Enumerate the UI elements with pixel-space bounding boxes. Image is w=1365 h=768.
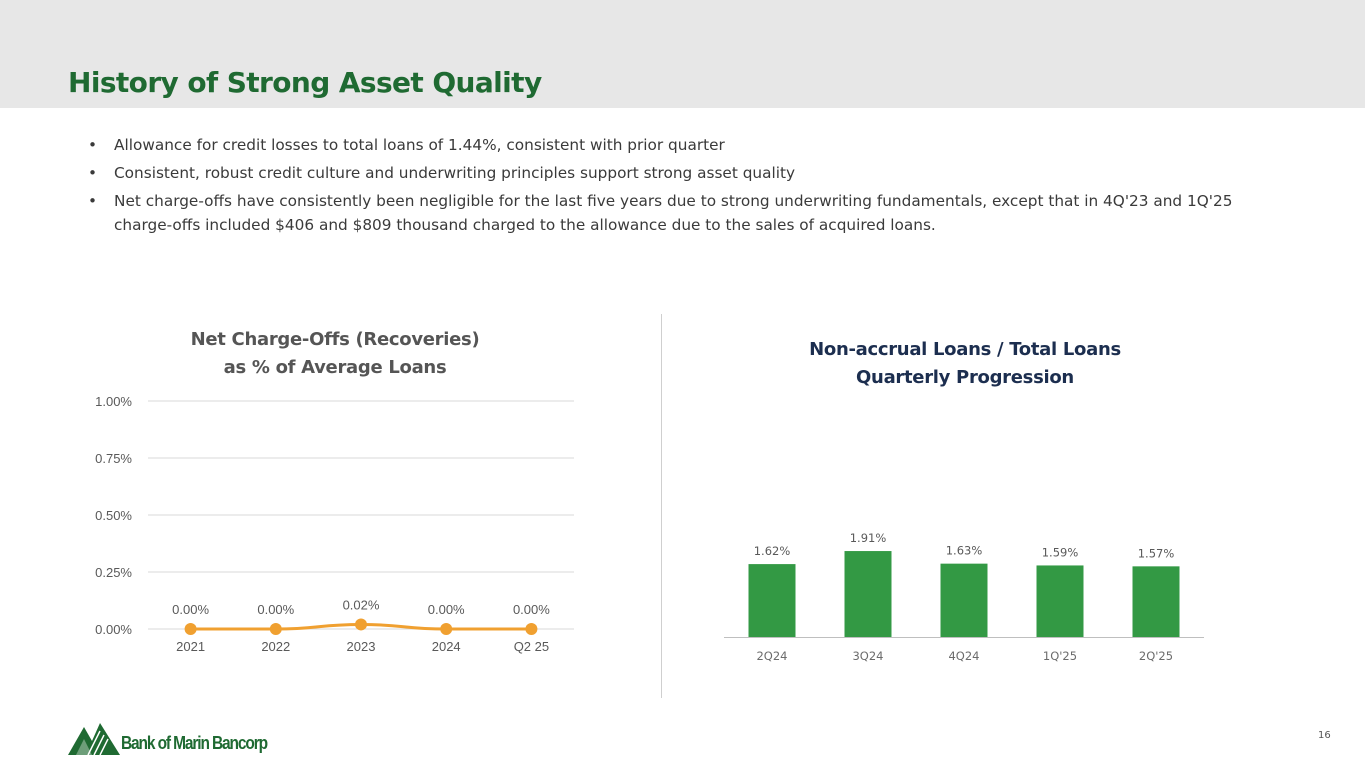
bank-logo: Bank of Marin Bancorp	[66, 719, 286, 759]
chart-title-line: as % of Average Loans	[223, 357, 447, 378]
x-tick-label: 1Q'25	[1043, 649, 1077, 663]
chart-title-line: Non-accrual Loans / Total Loans	[809, 339, 1121, 360]
bar	[748, 564, 796, 637]
data-label: 1.59%	[1042, 545, 1079, 559]
data-label: 1.63%	[946, 544, 983, 558]
data-label: 0.00%	[428, 602, 465, 617]
page-title: History of Strong Asset Quality	[68, 66, 542, 99]
bar	[1132, 566, 1180, 637]
net-chargeoffs-chart-title: Net Charge-Offs (Recoveries) as % of Ave…	[130, 326, 540, 382]
y-tick-label: 0.75%	[95, 451, 132, 466]
bullet-item: Net charge-offs have consistently been n…	[88, 189, 1248, 237]
data-label: 1.57%	[1138, 546, 1175, 560]
x-tick-label: 2Q24	[756, 649, 787, 663]
bar	[844, 551, 892, 637]
mountain-trees-logo-icon	[68, 723, 120, 756]
nonaccrual-chart-title: Non-accrual Loans / Total Loans Quarterl…	[745, 336, 1185, 392]
data-label: 0.00%	[513, 602, 550, 617]
y-tick-label: 1.00%	[95, 394, 132, 409]
data-point	[269, 623, 282, 635]
x-tick-label: 2Q'25	[1139, 649, 1173, 663]
x-tick-label: 2021	[176, 639, 205, 654]
page-number: 16	[1318, 730, 1331, 741]
x-tick-label: 2024	[432, 639, 461, 654]
x-tick-label: Q2 25	[514, 639, 549, 654]
bar	[940, 563, 988, 637]
bullet-item: Allowance for credit losses to total loa…	[88, 133, 1248, 157]
data-point	[355, 618, 367, 631]
logo-text: Bank of Marin Bancorp	[121, 733, 268, 753]
data-label: 1.91%	[850, 531, 887, 545]
data-point	[184, 623, 197, 635]
data-label: 0.00%	[257, 602, 294, 617]
bullet-list: Allowance for credit losses to total loa…	[88, 133, 1248, 241]
bar	[1036, 565, 1084, 637]
chart-title-line: Quarterly Progression	[856, 367, 1074, 388]
data-label: 0.02%	[343, 597, 380, 612]
x-tick-label: 3Q24	[852, 649, 883, 663]
x-tick-label: 2023	[347, 639, 376, 654]
x-tick-label: 4Q24	[948, 649, 979, 663]
y-tick-label: 0.25%	[95, 565, 132, 580]
y-tick-label: 0.00%	[95, 622, 132, 637]
chart-title-line: Net Charge-Offs (Recoveries)	[190, 329, 480, 350]
header-band	[0, 0, 1365, 108]
bullet-item: Consistent, robust credit culture and un…	[88, 161, 1248, 185]
data-point	[440, 623, 453, 635]
data-label: 1.62%	[754, 544, 791, 558]
y-tick-label: 0.50%	[95, 508, 132, 523]
data-label: 0.00%	[172, 602, 209, 617]
chart-divider	[661, 314, 662, 698]
data-point	[525, 623, 538, 635]
x-tick-label: 2022	[261, 639, 290, 654]
